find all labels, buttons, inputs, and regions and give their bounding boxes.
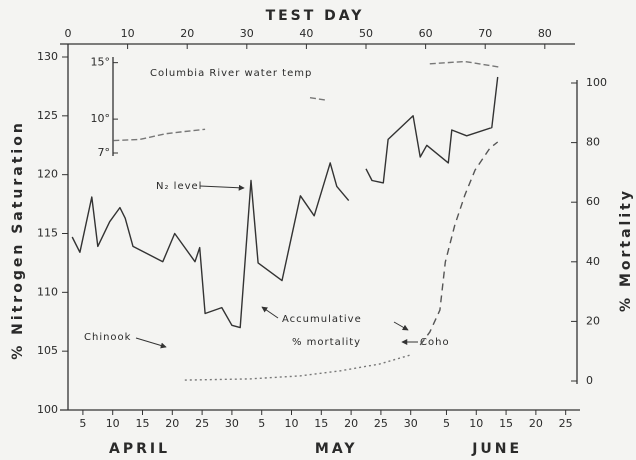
annotation: Accumulative [282,314,362,325]
month-label: JUNE [471,441,522,457]
date-tick-label: 25 [559,417,573,430]
date-tick-label: 10 [106,417,120,430]
arrow [393,321,409,331]
y2-tick-label: 60 [586,195,600,208]
top-tick-label: 50 [359,27,373,40]
y-tick-label: 120 [37,168,58,181]
y2-tick-label: 20 [586,314,600,327]
date-tick-label: 20 [165,417,179,430]
y-tick-label: 115 [37,227,58,240]
date-tick-label: 10 [285,417,299,430]
date-tick-label: 20 [344,417,358,430]
inset-tick-label: 15° [91,56,111,69]
date-tick-label: 20 [529,417,543,430]
arrow [135,337,167,349]
date-tick-label: 25 [195,417,209,430]
y2-axis-title: % Mortality [618,188,634,312]
date-tick-label: 15 [136,417,150,430]
inset-tick-label: 10° [91,112,111,125]
date-tick-label: 25 [374,417,388,430]
y2-tick-label: 80 [586,136,600,149]
top-axis-title: TEST DAY [266,8,365,24]
series-line [71,76,499,329]
top-tick-label: 10 [121,27,135,40]
y-tick-label: 105 [37,344,58,357]
y2-tick-label: 100 [586,76,607,89]
inset-tick-label: 7° [98,146,111,159]
top-tick-label: 40 [299,27,313,40]
n2-label: N₂ level [156,181,202,192]
top-tick-label: 80 [538,27,552,40]
series-line [113,60,501,142]
inset-title: Columbia River water temp [150,68,312,79]
date-tick-label: 15 [314,417,328,430]
y2-tick-label: 0 [586,374,593,387]
series-line [419,141,499,346]
y-tick-label: 100 [37,403,58,416]
date-tick-label: 30 [225,417,239,430]
series-line [184,354,411,381]
month-label: MAY [315,441,358,457]
y-axis-title: % Nitrogen Saturation [10,120,26,360]
top-tick-label: 70 [478,27,492,40]
date-tick-label: 5 [258,417,265,430]
date-tick-label: 15 [499,417,513,430]
date-tick-label: 10 [469,417,483,430]
month-label: APRIL [109,441,170,457]
y2-tick-label: 40 [586,255,600,268]
annotation: % mortality [292,337,361,348]
coho-label: Coho [420,337,450,348]
arrow [261,306,279,319]
y-tick-label: 125 [37,109,58,122]
date-tick-label: 5 [79,417,86,430]
y-tick-label: 130 [37,50,58,63]
date-tick-label: 5 [443,417,450,430]
top-tick-label: 30 [240,27,254,40]
top-tick-label: 60 [419,27,433,40]
top-tick-label: 0 [65,27,72,40]
chinook-label: Chinook [84,332,131,343]
date-tick-label: 30 [404,417,418,430]
arrow [199,184,245,191]
y-tick-label: 110 [37,285,58,298]
top-tick-label: 20 [180,27,194,40]
